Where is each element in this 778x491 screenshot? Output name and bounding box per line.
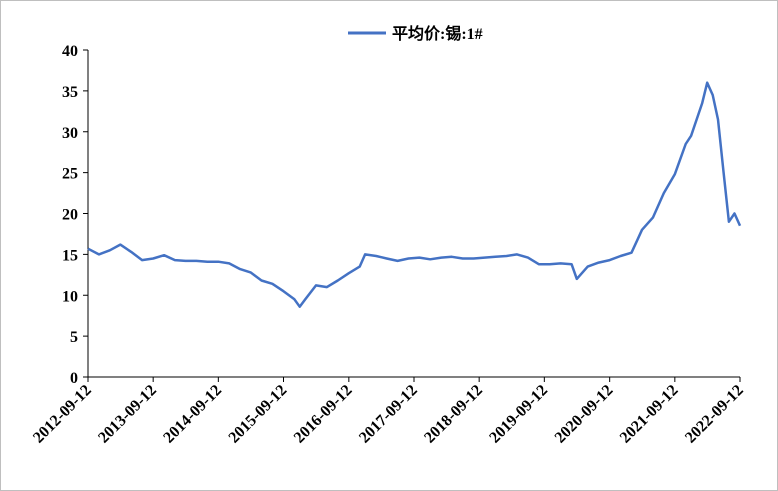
y-tick-label: 30	[62, 125, 78, 142]
y-tick-label: 5	[70, 329, 78, 346]
y-tick-label: 10	[62, 288, 78, 305]
y-tick-label: 25	[62, 166, 78, 183]
y-tick-label: 35	[62, 84, 78, 101]
y-tick-label: 20	[62, 207, 78, 224]
data-line	[87, 81, 742, 308]
legend-label: 平均价:锡:1#	[392, 24, 483, 43]
y-tick-label: 15	[62, 247, 78, 264]
y-tick-label: 40	[62, 43, 78, 60]
y-tick-label: 0	[70, 370, 78, 387]
